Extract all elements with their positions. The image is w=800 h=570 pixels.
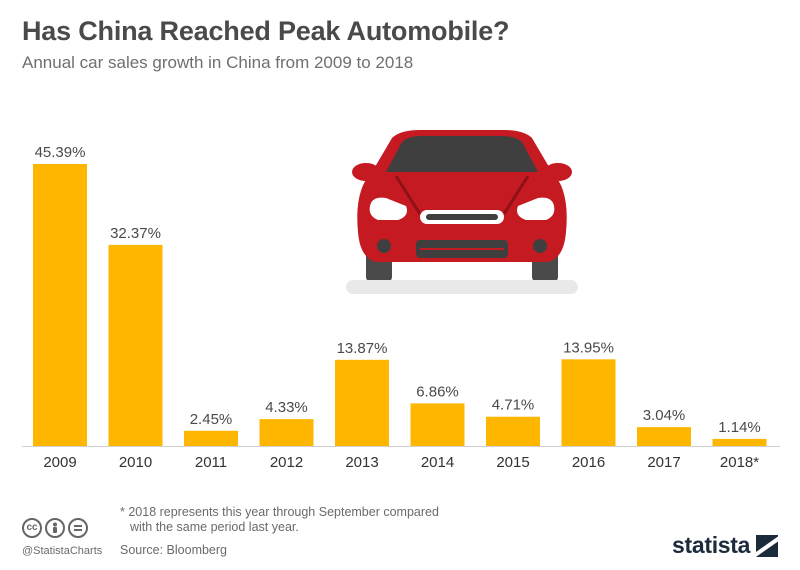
chart-title: Has China Reached Peak Automobile? bbox=[22, 16, 510, 46]
car-right-headlight bbox=[517, 197, 555, 220]
value-label: 13.95% bbox=[563, 339, 614, 356]
social-handle: @StatistaCharts bbox=[22, 545, 103, 557]
bar-2009 bbox=[33, 164, 87, 446]
bar-chart: 45.39% 32.37% 2.45% 4.33% 13.87% 6.86% 4.71% 13… bbox=[22, 130, 780, 471]
brand-name: statista bbox=[672, 532, 751, 558]
person-icon bbox=[45, 518, 65, 538]
value-label: 32.37% bbox=[110, 225, 161, 242]
statista-mark-icon bbox=[756, 534, 779, 557]
bar-2012 bbox=[259, 419, 314, 446]
car-right-foglight bbox=[533, 239, 547, 253]
value-label: 2.45% bbox=[190, 411, 233, 428]
license-icons: cc bbox=[22, 518, 88, 538]
x-tick-label: 2011 bbox=[195, 454, 227, 471]
bar-2017 bbox=[637, 427, 691, 446]
bar-2010 bbox=[108, 244, 163, 446]
bar-2014 bbox=[410, 403, 465, 446]
footnote-line-1: * 2018 represents this year through Sept… bbox=[120, 505, 439, 519]
value-label: 3.04% bbox=[643, 407, 686, 424]
car-hood-line-right bbox=[502, 175, 530, 215]
bar-2013 bbox=[335, 359, 389, 446]
value-label: 13.87% bbox=[337, 340, 388, 357]
bars-group bbox=[33, 164, 767, 446]
statista-logo: statista bbox=[672, 532, 779, 559]
value-label: 6.86% bbox=[416, 383, 459, 400]
bar-2011 bbox=[184, 430, 238, 446]
car-illustration bbox=[346, 130, 578, 294]
x-tick-label: 2016 bbox=[572, 454, 605, 471]
car-left-headlight bbox=[369, 197, 407, 220]
x-tick-label: 2009 bbox=[43, 454, 76, 471]
x-tick-label: 2010 bbox=[119, 454, 152, 471]
value-label: 4.33% bbox=[265, 399, 308, 416]
car-windshield bbox=[386, 136, 538, 172]
x-tick-label: 2012 bbox=[270, 454, 303, 471]
bar-2016 bbox=[561, 359, 616, 446]
value-label: 1.14% bbox=[718, 419, 761, 436]
x-tick-label: 2013 bbox=[345, 454, 378, 471]
chart-subtitle: Annual car sales growth in China from 20… bbox=[22, 53, 414, 72]
x-tick-label: 2018* bbox=[720, 454, 759, 471]
value-labels-group: 45.39% 32.37% 2.45% 4.33% 13.87% 6.86% 4.71% 13… bbox=[35, 144, 761, 436]
cc-icon: cc bbox=[22, 518, 42, 538]
x-axis-labels-group: 2009 2010 2011 2012 2013 2014 2015 2016 2017 2018… bbox=[43, 454, 759, 471]
source-note: Source: Bloomberg bbox=[120, 543, 228, 557]
value-label: 45.39% bbox=[35, 144, 86, 161]
bar-2015 bbox=[486, 416, 540, 446]
footnote: * 2018 represents this year through Sept… bbox=[120, 505, 500, 535]
x-tick-label: 2017 bbox=[647, 454, 680, 471]
footnote-line-2: with the same period last year. bbox=[130, 520, 299, 534]
car-hood-line-left bbox=[394, 175, 422, 215]
bar-2018 bbox=[712, 438, 767, 446]
x-tick-label: 2014 bbox=[421, 454, 454, 471]
value-label: 4.71% bbox=[492, 397, 535, 414]
equals-icon bbox=[68, 518, 88, 538]
car-left-foglight bbox=[377, 239, 391, 253]
car-grille-top-inner bbox=[426, 214, 498, 220]
car-shadow bbox=[346, 280, 578, 294]
x-tick-label: 2015 bbox=[496, 454, 529, 471]
